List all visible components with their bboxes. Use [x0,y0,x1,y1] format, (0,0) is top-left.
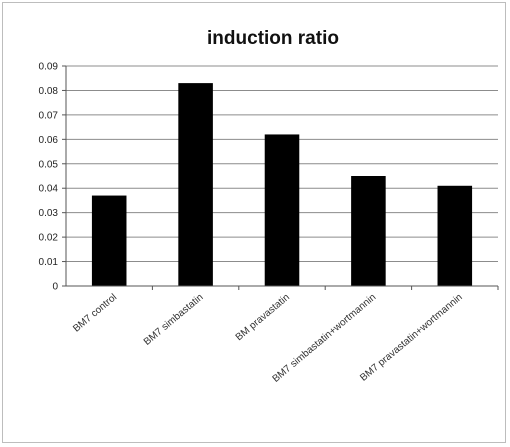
bar [264,134,300,286]
bars [91,83,473,286]
x-tick-label: BM7 simbastatin [142,292,206,348]
y-tick-label: 0.02 [39,233,59,244]
bar [351,176,386,286]
x-tick-label: BM pravastatin [234,292,292,343]
y-tick-label: 0.07 [39,110,59,121]
chart-frame [2,2,506,443]
x-tick-label: BM7 pravastatin+wortmannin [358,292,465,384]
y-tick-label: 0 [52,282,58,293]
x-tick-label: BM7 control [71,292,119,335]
y-tick-label: 0.04 [39,184,59,195]
y-tick-label: 0.08 [39,86,59,97]
y-axis-tick-labels: 0 0.01 0.02 0.03 0.04 0.05 0.06 0.07 0.08 0.09 [39,62,66,293]
chart-title: induction ratio [207,28,339,49]
y-tick-label: 0.03 [39,208,59,219]
y-tick-label: 0.09 [39,62,59,73]
y-tick-label: 0.06 [39,135,59,146]
y-tick-label: 0.05 [39,159,59,170]
y-tick-label: 0.01 [39,257,59,268]
bar [91,195,127,286]
bar [178,83,213,286]
bar [437,185,473,286]
x-axis-tick-labels: BM7 control BM7 simbastatin BM pravastatin… [71,286,499,385]
